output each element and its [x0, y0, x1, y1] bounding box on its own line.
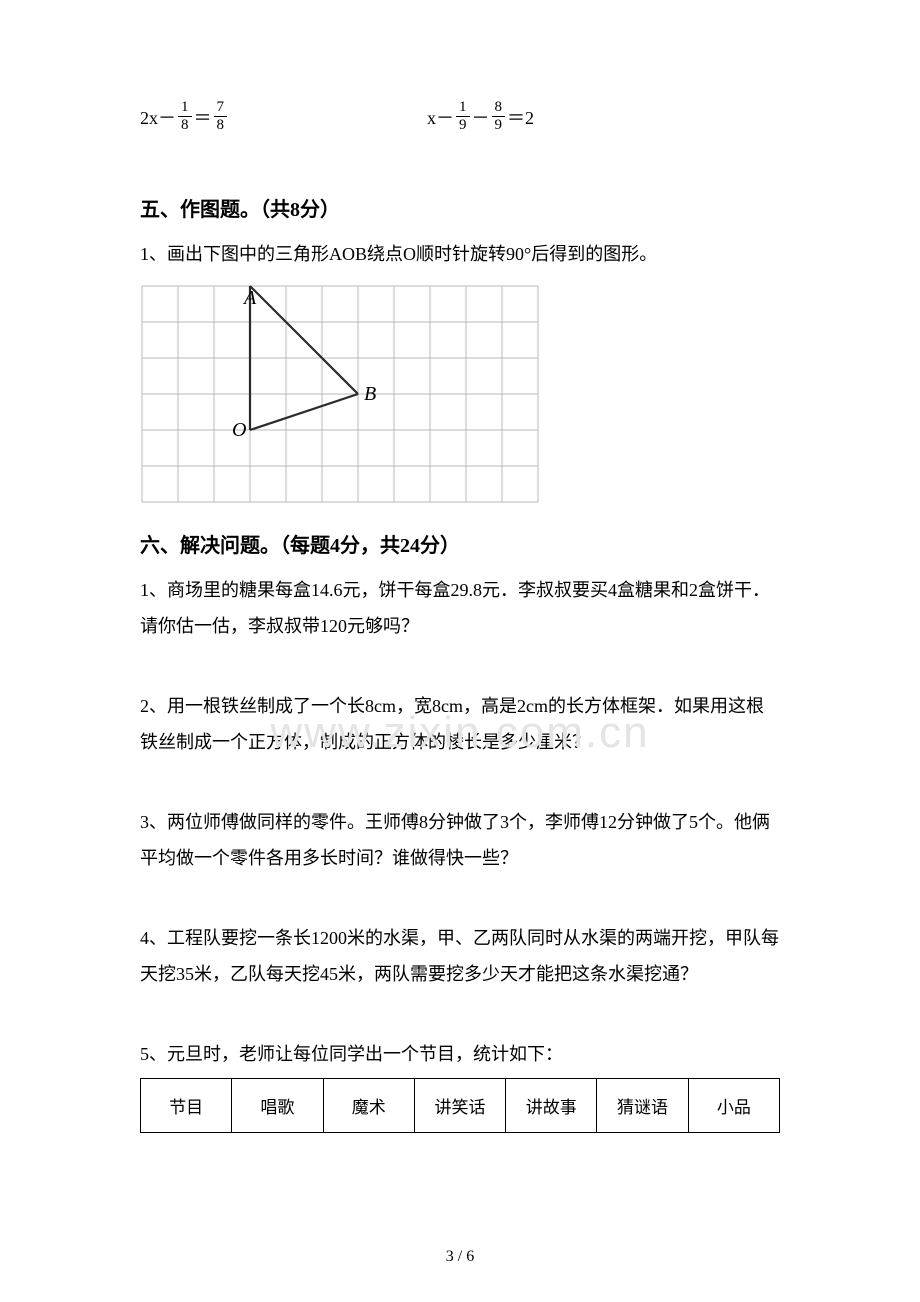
equation-row: 2x－ 1 8 ＝ 7 8 x－ 1 9 － 8 9 ＝2 — [140, 100, 780, 133]
eq-op: － — [472, 104, 490, 130]
section-5-title: 五、作图题。（共8分） — [140, 193, 780, 222]
page-number: 3 / 6 — [446, 1248, 474, 1266]
table-cell: 猜谜语 — [597, 1079, 688, 1133]
eq-left-prefix: 2x－ — [140, 104, 176, 130]
table-row: 节目 唱歌 魔术 讲笑话 讲故事 猜谜语 小品 — [141, 1079, 780, 1133]
fraction: 1 9 — [456, 100, 470, 133]
table-cell: 魔术 — [323, 1079, 414, 1133]
equation-right: x－ 1 9 － 8 9 ＝2 — [427, 100, 534, 133]
fraction: 7 8 — [214, 100, 228, 133]
table-cell: 讲故事 — [506, 1079, 597, 1133]
section-6-title: 六、解决问题。（每题4分，共24分） — [140, 529, 780, 558]
svg-text:O: O — [232, 419, 246, 441]
fraction: 1 8 — [178, 100, 192, 133]
table-cell: 节目 — [141, 1079, 232, 1133]
section-6-q5: 5、元旦时，老师让每位同学出一个节目，统计如下： — [140, 1036, 780, 1072]
grid-svg: A O B — [140, 284, 540, 504]
eq-right-prefix: x－ — [427, 104, 454, 130]
section-6-q1: 1、商场里的糖果每盒14.6元，饼干每盒29.8元．李叔叔要买4盒糖果和2盒饼干… — [140, 572, 780, 644]
table-cell: 唱歌 — [232, 1079, 323, 1133]
section-6-q3: 3、两位师傅做同样的零件。王师傅8分钟做了3个，李师傅12分钟做了5个。他俩平均… — [140, 804, 780, 876]
table-cell: 讲笑话 — [414, 1079, 505, 1133]
triangle-grid-figure: A O B — [140, 284, 780, 509]
table-cell: 小品 — [688, 1079, 779, 1133]
eq-tail: ＝2 — [507, 104, 534, 130]
stats-table: 节目 唱歌 魔术 讲笑话 讲故事 猜谜语 小品 — [140, 1078, 780, 1133]
svg-text:A: A — [242, 287, 257, 309]
fraction: 8 9 — [492, 100, 506, 133]
section-5-q1: 1、画出下图中的三角形AOB绕点O顺时针旋转90°后得到的图形。 — [140, 236, 780, 272]
section-6-q4: 4、工程队要挖一条长1200米的水渠，甲、乙两队同时从水渠的两端开挖，甲队每天挖… — [140, 920, 780, 992]
section-6-q2: 2、用一根铁丝制成了一个长8cm，宽8cm，高是2cm的长方体框架．如果用这根铁… — [140, 688, 780, 760]
equation-left: 2x－ 1 8 ＝ 7 8 — [140, 100, 227, 133]
svg-text:B: B — [364, 383, 376, 405]
eq-op: ＝ — [194, 104, 212, 130]
